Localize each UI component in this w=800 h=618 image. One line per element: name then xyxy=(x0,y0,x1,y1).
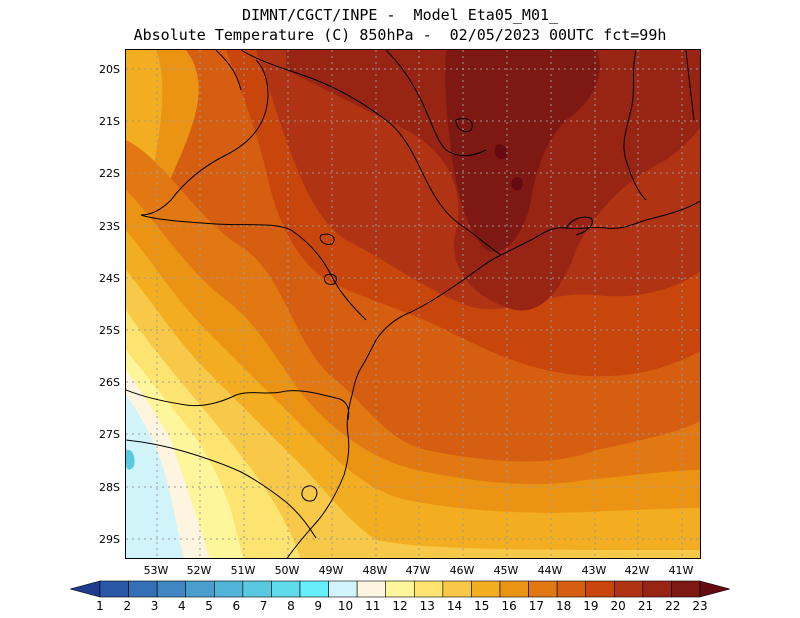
colorbar-label: 13 xyxy=(419,599,435,613)
colorbar-label: 15 xyxy=(474,599,490,613)
lake-2 xyxy=(319,233,335,245)
band-10 xyxy=(126,395,184,558)
lagoon xyxy=(301,485,318,502)
lat-label-27s: 27S xyxy=(99,428,120,441)
band-23-spot-2 xyxy=(511,177,523,191)
graticule xyxy=(126,50,700,558)
coastline xyxy=(286,200,700,558)
colorbar-label: 23 xyxy=(692,599,708,613)
colorbar-cell xyxy=(642,580,672,598)
band-23-spot xyxy=(494,144,508,160)
chart-subtitle: Absolute Temperature (C) 850hPa - 02/05/… xyxy=(133,26,667,44)
lat-label-25s: 25S xyxy=(99,324,120,337)
colorbar-label: 16 xyxy=(501,599,517,613)
border-pr-sc xyxy=(126,389,350,421)
colorbar-label: 17 xyxy=(528,599,544,613)
colorbar-label: 21 xyxy=(637,599,654,613)
colorbar-cell xyxy=(356,580,387,598)
colorbar-label: 11 xyxy=(365,599,381,613)
colorbar-cell xyxy=(185,580,215,598)
border-mg-es xyxy=(623,50,647,201)
colorbar-cell xyxy=(671,580,701,598)
colorbar-label: 22 xyxy=(665,599,681,613)
lon-label-50w: 50W xyxy=(274,564,300,577)
border-ms-sp xyxy=(140,59,269,216)
lon-label-41w: 41W xyxy=(668,564,694,577)
lat-label-24s: 24S xyxy=(99,272,120,285)
colorbar-cell xyxy=(413,580,444,598)
colorbar-label: 12 xyxy=(392,599,408,613)
lat-label-22s: 22S xyxy=(99,167,120,180)
lat-label-21s: 21S xyxy=(99,115,120,128)
colorbar-cell xyxy=(613,580,644,598)
colorbar-label: 19 xyxy=(583,599,599,613)
temperature-map xyxy=(125,49,701,559)
lake-3 xyxy=(323,273,337,285)
border-mg-sp xyxy=(240,50,502,256)
map-svg xyxy=(126,50,700,558)
colorbar-label: 1 xyxy=(96,599,104,613)
border-es-coast xyxy=(685,50,695,121)
colorbar-label: 3 xyxy=(150,599,159,613)
colorbar-cell xyxy=(585,580,615,598)
colorbar-label: 8 xyxy=(287,599,295,613)
colorbar-label: 9 xyxy=(314,599,322,613)
border-pr-sp xyxy=(140,214,367,321)
colorbar-label: 20 xyxy=(610,599,626,613)
lon-label-43w: 43W xyxy=(581,564,607,577)
colorbar-label: 10 xyxy=(337,599,354,613)
band-14 xyxy=(126,270,700,558)
bay-rio xyxy=(565,216,593,236)
lon-label-51w: 51W xyxy=(230,564,256,577)
colorbar-cell-high xyxy=(699,580,730,598)
colorbar-cell xyxy=(242,580,272,598)
lon-label-48w: 48W xyxy=(362,564,388,577)
colorbar-cell xyxy=(213,580,244,598)
lon-label-49w: 49W xyxy=(318,564,344,577)
colorbar-cell xyxy=(528,580,558,598)
colorbar-label: 7 xyxy=(259,599,268,613)
colorbar-cell xyxy=(556,580,587,598)
border-sc-rs xyxy=(126,439,317,539)
lat-label-23s: 23S xyxy=(99,220,120,233)
lat-label-26s: 26S xyxy=(99,376,120,389)
colorbar-cell xyxy=(128,580,158,598)
band-22 xyxy=(445,50,600,252)
colorbar-cell xyxy=(271,580,301,598)
border-mg-inner xyxy=(385,50,487,157)
colorbar xyxy=(70,580,730,598)
colorbar-cell xyxy=(471,580,501,598)
lon-label-42w: 42W xyxy=(624,564,650,577)
colorbar-cell xyxy=(99,580,129,598)
lon-label-53w: 53W xyxy=(143,564,169,577)
chart-title: DIMNT/CGCT/INPE - Model Eta05_M01_ xyxy=(241,6,559,24)
lon-label-44w: 44W xyxy=(537,564,563,577)
band-8-spot xyxy=(126,449,135,470)
colorbar-label: 6 xyxy=(232,599,241,613)
lon-label-52w: 52W xyxy=(186,564,212,577)
lon-label-47w: 47W xyxy=(405,564,431,577)
colorbar-cell xyxy=(499,580,529,598)
colorbar-cell xyxy=(299,580,329,598)
colorbar-cell xyxy=(442,580,472,598)
colorbar-cell xyxy=(385,580,415,598)
lat-label-29s: 29S xyxy=(99,533,120,546)
border-north xyxy=(215,50,242,91)
lat-label-28s: 28S xyxy=(99,481,120,494)
colorbar-cell xyxy=(328,580,358,598)
lon-label-45w: 45W xyxy=(493,564,519,577)
lake-1 xyxy=(455,117,473,133)
colorbar-label: 18 xyxy=(555,599,572,613)
lat-label-20s: 20S xyxy=(99,63,120,76)
boundaries xyxy=(126,50,700,558)
colorbar-cell xyxy=(156,580,187,598)
colorbar-label: 5 xyxy=(205,599,213,613)
colorbar-label: 14 xyxy=(446,599,463,613)
lon-label-46w: 46W xyxy=(449,564,475,577)
colorbar-label: 2 xyxy=(123,599,132,613)
colorbar-cell-low xyxy=(70,580,101,598)
colorbar-label: 4 xyxy=(177,599,186,613)
